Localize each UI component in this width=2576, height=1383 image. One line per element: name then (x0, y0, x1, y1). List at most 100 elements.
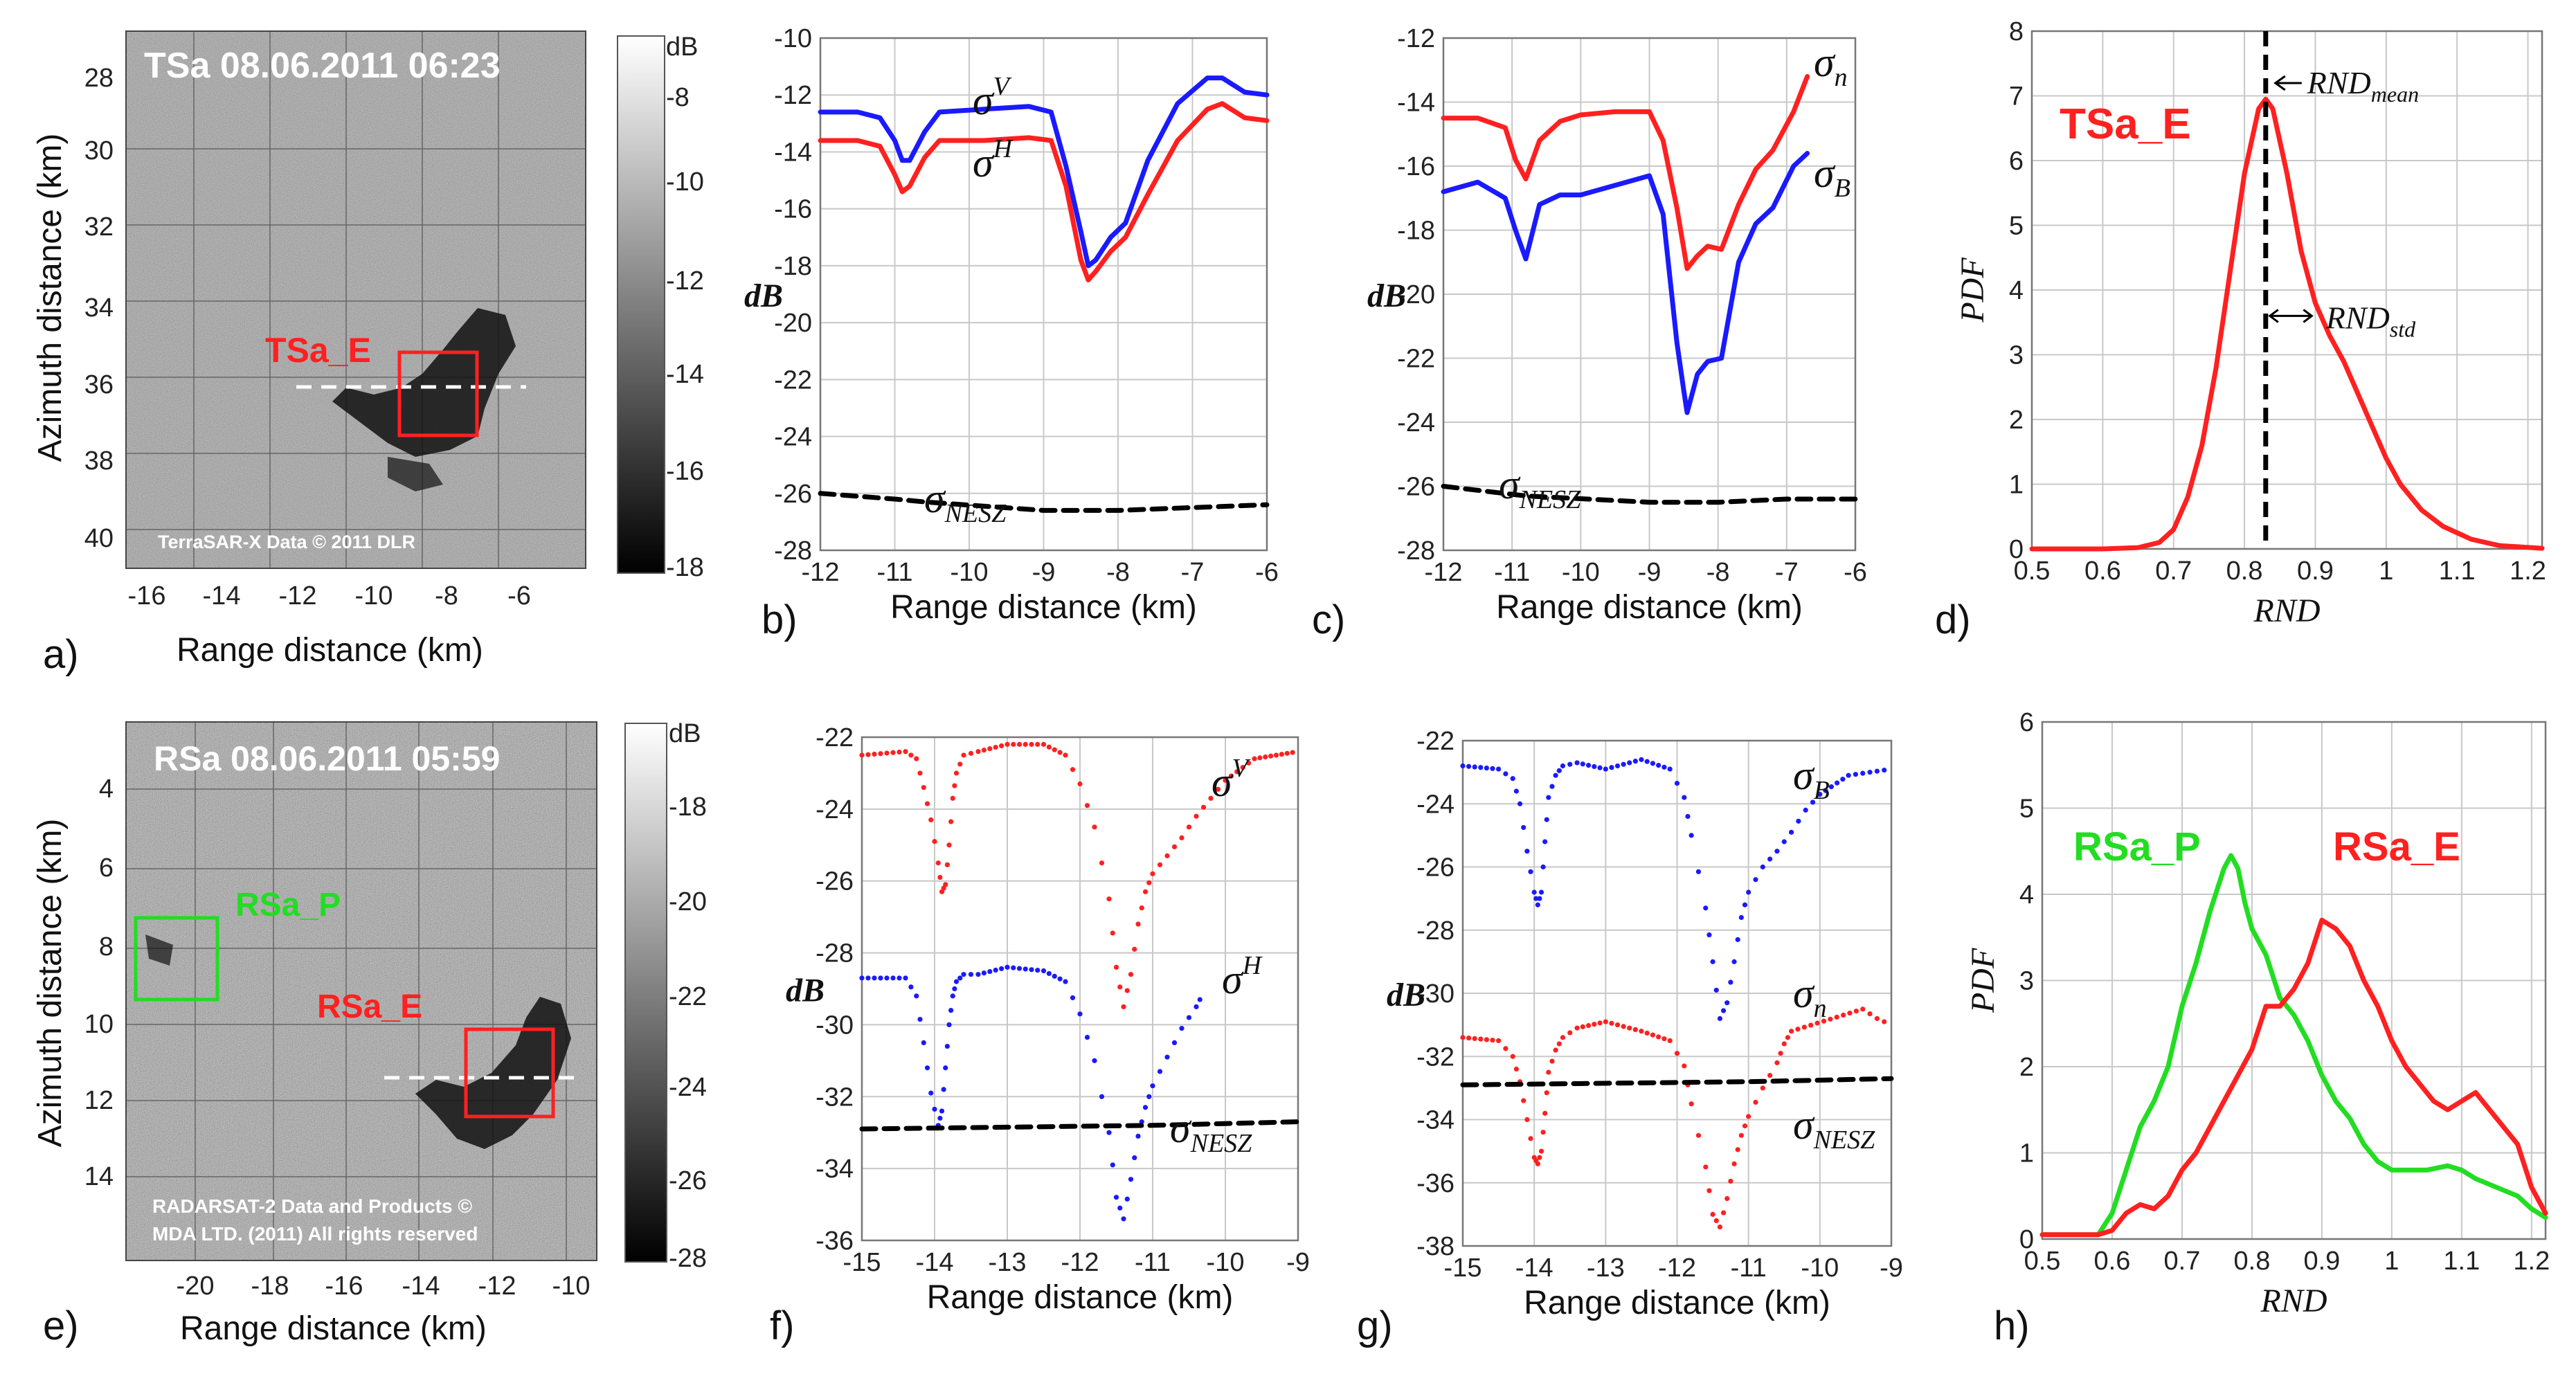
series-f-2 (859, 1119, 1301, 1132)
data-point (1171, 1040, 1178, 1045)
data-point (1150, 1083, 1155, 1089)
data-point (1774, 849, 1780, 854)
data-point (1023, 966, 1028, 972)
data-point (1823, 788, 1828, 793)
xtick-label: -13 (989, 1248, 1027, 1277)
data-point (1860, 1006, 1866, 1012)
data-point (1011, 965, 1016, 970)
roi-box-tsa-e (397, 350, 479, 437)
xtick-label: -8 (1106, 558, 1130, 587)
data-point (1029, 967, 1034, 973)
data-point (1057, 976, 1063, 982)
ylabel-a: Azimuth distance (km) (32, 134, 69, 462)
plot-frame-g (1461, 739, 1893, 1247)
data-point (1150, 871, 1155, 876)
data-point (865, 752, 871, 757)
data-point (917, 1017, 923, 1022)
data-point (1549, 1058, 1555, 1064)
ytick-label: -22 (774, 365, 812, 395)
svg-text:34: 34 (84, 293, 114, 323)
data-point (1553, 772, 1558, 778)
data-point (1753, 1099, 1758, 1105)
data-point (1273, 752, 1279, 758)
xtick-label: -7 (1775, 558, 1799, 587)
ytick-label: -34 (1416, 1106, 1454, 1135)
data-point (1553, 1047, 1558, 1053)
colorbar-a (617, 35, 665, 574)
data-point (1778, 1051, 1783, 1056)
series-name-label: σH (1222, 951, 1263, 1002)
data-point (1011, 741, 1016, 747)
xlabel-c: Range distance (km) (1496, 589, 1803, 626)
series-subscript: n (1835, 63, 1848, 92)
series-name-label: σNESZ (1793, 1102, 1875, 1155)
data-point (1513, 1066, 1519, 1072)
data-point (1135, 1133, 1141, 1139)
data-point (1632, 1027, 1638, 1033)
xtick-label: -12 (1061, 1248, 1099, 1277)
data-point (1639, 1029, 1644, 1034)
data-point (968, 750, 974, 756)
data-point (1077, 1011, 1083, 1017)
svg-text:-12: -12 (279, 581, 317, 611)
data-point (884, 975, 890, 981)
chart-h: 0.5 0.6 0.7 0.8 0.9 1 1.1 1.2 0 1 2 3 4 5 6 RND PDF h) RSa… (1965, 708, 2550, 1348)
ann-sub: mean (2371, 82, 2419, 107)
ytick-label: -22 (816, 723, 854, 752)
series-subscript: NESZ (1813, 1126, 1876, 1155)
data-point (1731, 1161, 1737, 1166)
data-point (1484, 765, 1489, 771)
xtick-label: -14 (1515, 1254, 1553, 1283)
data-point (943, 882, 948, 887)
panel-label-e: e) (43, 1303, 79, 1348)
panel-e: RSa 08.06.2011 05:59 RADARSAT-2 Data and… (32, 719, 707, 1348)
data-point (957, 761, 963, 767)
data-point (928, 1090, 934, 1096)
data-point (968, 972, 974, 977)
ylabel-d: PDF (1954, 257, 1991, 323)
series-superscript: H (1242, 951, 1263, 980)
data-point (1524, 849, 1530, 854)
data-point (961, 752, 966, 758)
data-point (878, 751, 883, 757)
sar-title-e: RSa 08.06.2011 05:59 (154, 739, 500, 778)
data-point (1490, 1038, 1495, 1043)
data-point (1814, 1020, 1820, 1026)
data-point (953, 770, 960, 776)
annotation-rnd-std: RNDstd (2325, 300, 2416, 341)
data-point (1717, 1224, 1722, 1230)
data-point (1194, 1004, 1199, 1010)
data-point (937, 1115, 943, 1121)
series-d-0 (2029, 96, 2545, 552)
svg-text:-16: -16 (325, 1272, 363, 1301)
data-point (1567, 761, 1573, 767)
data-point (1650, 761, 1656, 766)
data-point (1290, 750, 1295, 755)
series-b-1 (818, 101, 1270, 282)
xtick-label: 0.6 (2094, 1247, 2131, 1276)
ytick-label: -26 (774, 480, 812, 509)
data-point (1063, 979, 1068, 984)
data-point (1682, 795, 1687, 800)
series-subscript: NESZ (1519, 485, 1582, 514)
data-point (1667, 1038, 1673, 1044)
xtick-label: -11 (1731, 1254, 1767, 1283)
data-point (1510, 776, 1515, 781)
data-point (1460, 1035, 1466, 1040)
data-point (1215, 786, 1221, 792)
data-point (1531, 889, 1537, 895)
data-point (1142, 1105, 1149, 1110)
ytick-label: -26 (1416, 853, 1454, 883)
ytick-label: 3 (2009, 341, 2024, 370)
data-point (1484, 1037, 1489, 1042)
data-point (1070, 995, 1076, 1001)
sar-grid-a (126, 31, 586, 568)
plot-frame-d (2030, 30, 2543, 550)
xtick-label: -9 (1286, 1248, 1310, 1277)
ytick-label: 1 (2019, 1139, 2034, 1168)
xtick-label: 0.5 (2024, 1247, 2061, 1276)
xlabel-g: Range distance (km) (1524, 1285, 1830, 1321)
data-point (1121, 1216, 1126, 1222)
series-b-2 (818, 491, 1270, 513)
